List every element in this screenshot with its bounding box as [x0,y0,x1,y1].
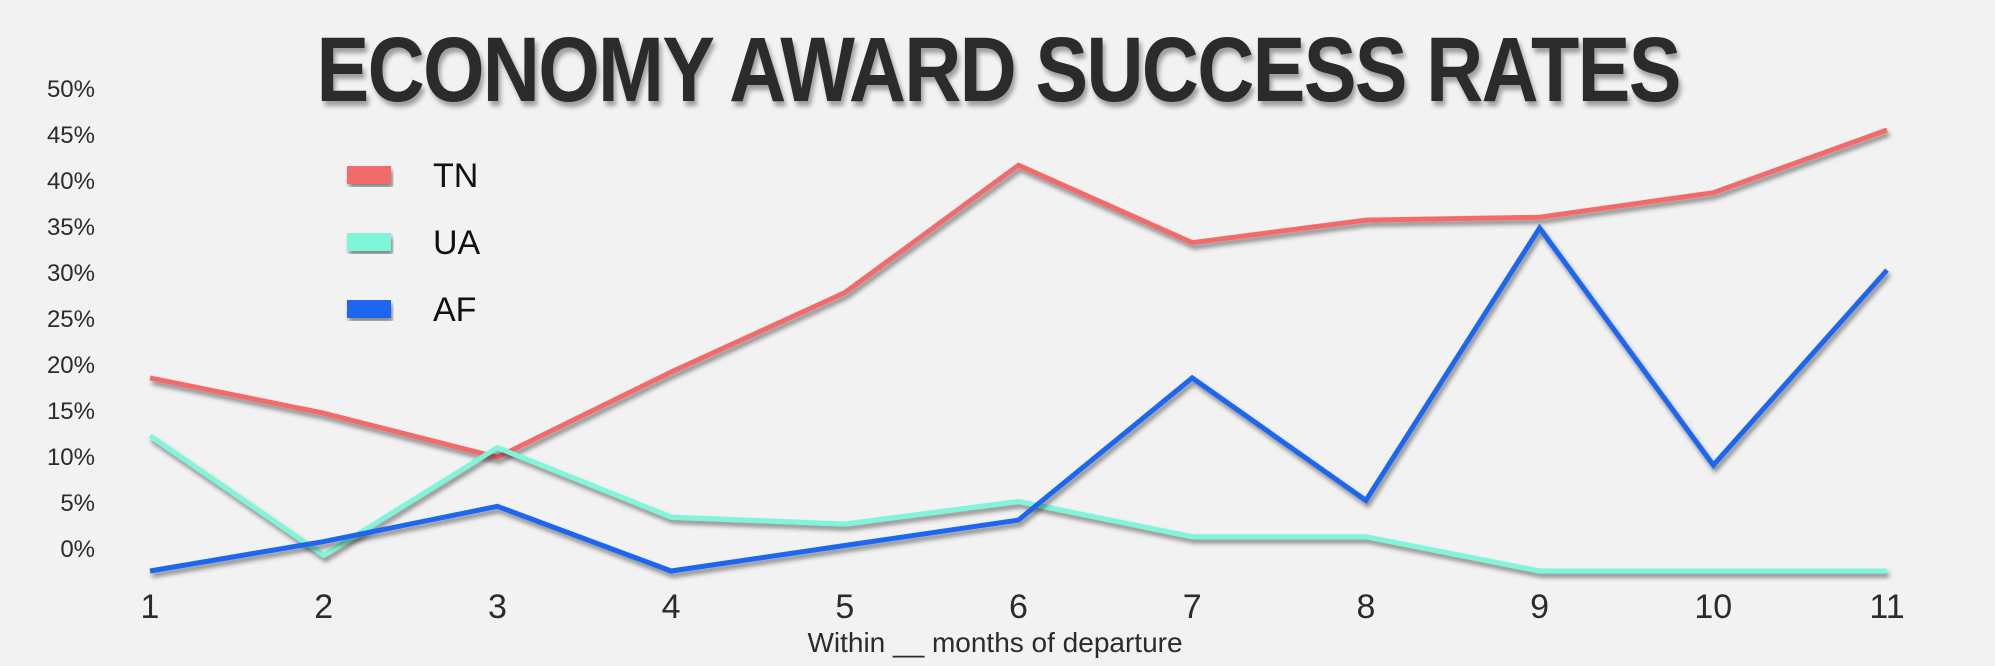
y-tick-label: 10% [47,444,95,471]
legend-label-ua: UA [433,224,481,262]
x-axis-label: Within __ months of departure [807,627,1182,658]
y-tick-label: 20% [47,352,95,379]
chart-title: ECONOMY AWARD SUCCESS RATES [316,19,1682,121]
legend-swatch-af [347,300,391,318]
y-tick-label: 25% [47,306,95,333]
x-tick-label: 5 [835,588,854,626]
legend-swatch-ua [347,233,391,251]
y-tick-label: 50% [47,76,95,103]
y-tick-label: 0% [60,536,95,563]
x-tick-label: 8 [1356,588,1375,626]
legend-label-af: AF [433,291,476,329]
x-tick-label: 10 [1694,588,1732,626]
x-tick-label: 3 [488,588,507,626]
x-tick-label: 4 [662,588,681,626]
series-line-tn [149,127,1888,460]
y-tick-label: 45% [47,122,95,149]
x-tick-label: 9 [1530,588,1549,626]
y-tick-label: 5% [60,490,95,517]
x-tick-label: 6 [1009,588,1028,626]
x-tick-label: 1 [141,588,160,626]
y-tick-label: 15% [47,398,95,425]
x-tick-label: 2 [314,588,333,626]
legend-swatch-tn [347,166,391,184]
x-tick-label: 11 [1869,588,1904,626]
y-tick-label: 30% [47,260,95,287]
x-tick-label: 7 [1183,588,1202,626]
legend-label-tn: TN [433,157,478,195]
y-tick-label: 40% [47,168,95,195]
series-line-af [149,223,1889,574]
series-line-ua [148,433,1887,574]
y-tick-label: 35% [47,214,95,241]
